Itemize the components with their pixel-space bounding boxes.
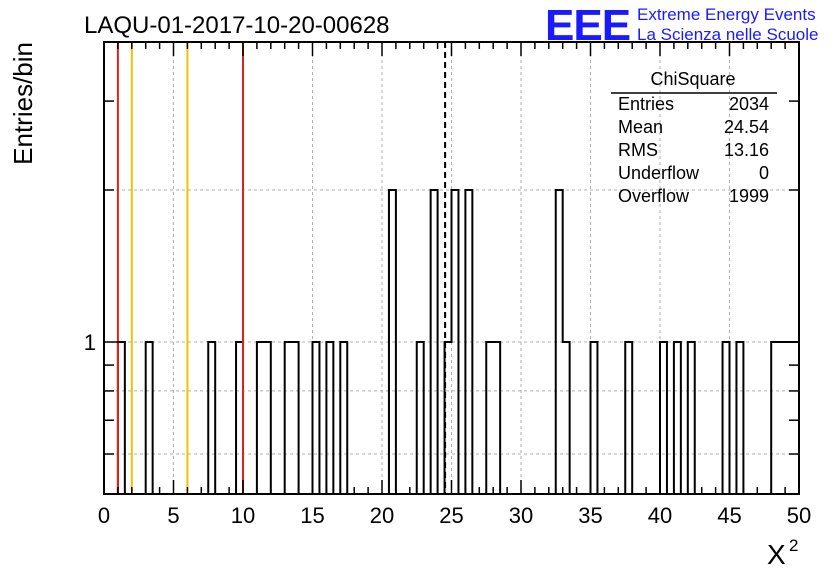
x-tick-label-5: 25 [439,503,463,528]
stats-label-underflow: Underflow [618,163,700,183]
stats-label-entries: Entries [618,94,674,114]
marker-lines [116,42,447,494]
stats-rows: Entries 2034 Mean 24.54 RMS 13.16 Underflow 0 Ov… [618,94,769,206]
logo-line-2: La Scienza nelle Scuole [637,25,818,44]
logo-line-1: Extreme Energy Events [637,5,816,24]
x-tick-label-4: 20 [370,503,394,528]
y-tick-label-0: 1 [84,330,96,355]
x-tick-label-1: 5 [167,503,179,528]
stats-value-entries: 2034 [729,94,769,114]
stats-box: ChiSquare Entries 2034 Mean 24.54 RMS 13.16 Un… [611,69,777,206]
x-axis-label-superscript: 2 [789,536,798,555]
x-axis-label-base: X [767,539,786,570]
x-tick-label-7: 35 [578,503,602,528]
x-tick-label-6: 30 [509,503,533,528]
y-axis-label: Entries/bin [8,42,38,165]
x-tick-label-3: 15 [300,503,324,528]
stats-value-mean: 24.54 [724,117,769,137]
tick-labels: 0 5 10 15 20 25 30 35 40 45 50 1 [84,330,811,528]
x-tick-label-10: 50 [787,503,811,528]
chart-title: LAQU-01-2017-10-20-00628 [84,12,390,39]
stats-value-rms: 13.16 [724,140,769,160]
x-tick-label-2: 10 [231,503,255,528]
x-tick-label-9: 45 [717,503,741,528]
x-tick-label-8: 40 [648,503,672,528]
x-axis-label: X 2 [767,536,798,570]
stats-label-overflow: Overflow [618,186,690,206]
stats-value-underflow: 0 [759,163,769,183]
stats-title: ChiSquare [650,69,735,89]
x-tick-label-0: 0 [98,503,110,528]
stats-value-overflow: 1999 [729,186,769,206]
grid-lines [104,42,799,494]
axes [103,41,800,495]
stats-label-mean: Mean [618,117,663,137]
stats-label-rms: RMS [618,140,658,160]
